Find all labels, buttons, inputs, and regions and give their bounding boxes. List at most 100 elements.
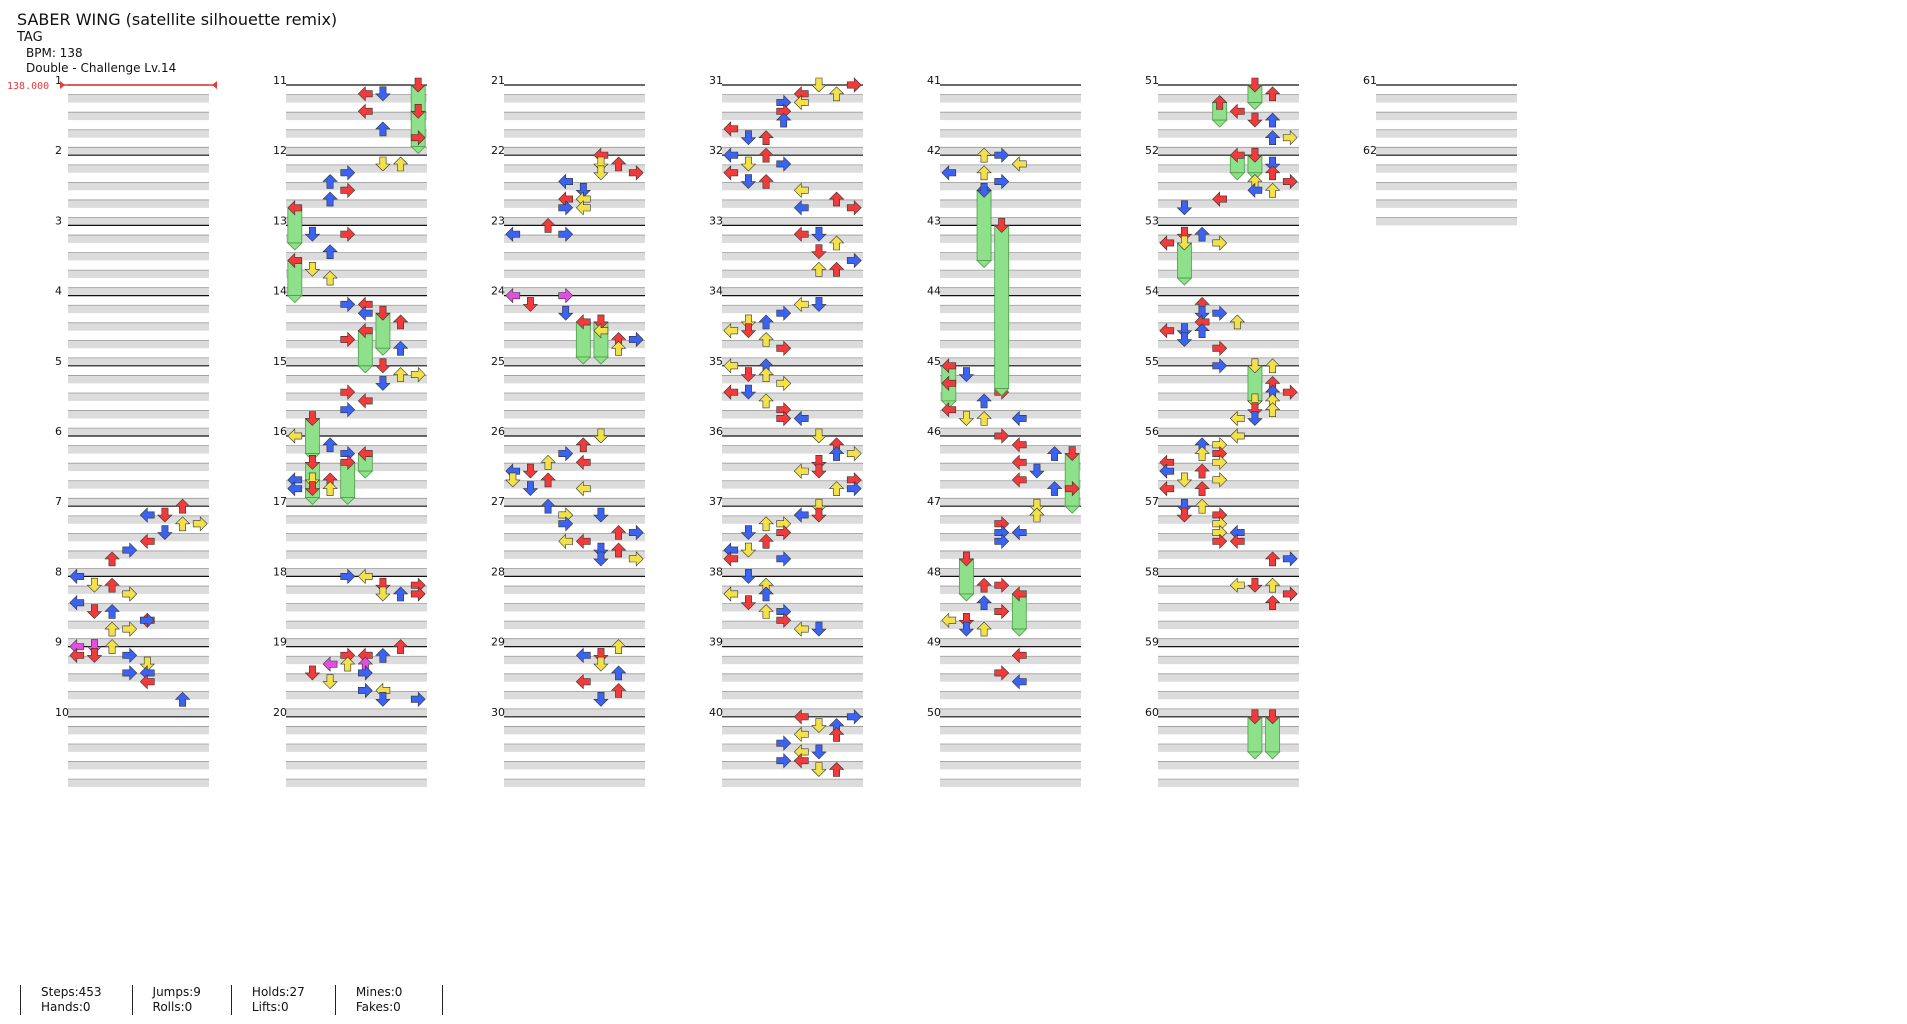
measure-number: 20 [273,706,287,719]
beat-band [1158,94,1299,103]
right-arrow-icon [776,375,792,392]
hold-body-tail [1246,751,1263,760]
beat-band [504,287,645,296]
down-arrow-icon [958,411,975,426]
down-arrow-icon [375,586,391,602]
down-arrow-icon [811,77,827,93]
right-arrow-icon [1282,586,1298,602]
measure-number: 52 [1145,144,1159,157]
beat-band [940,340,1081,349]
measure-number: 11 [273,74,287,87]
stat-rolls: Rolls:0 [152,1000,193,1014]
down-arrow-icon [740,367,757,383]
right-arrow-icon [340,182,356,199]
up-arrow-icon [828,446,845,461]
beat-band [1158,586,1299,594]
down-arrow-icon [557,305,574,321]
up-arrow-icon [174,516,191,532]
hold-body-tail [592,356,609,365]
beat-band [504,428,645,436]
beat-band [1158,270,1299,279]
down-arrow-icon [811,507,827,523]
up-arrow-icon [1194,481,1210,496]
beat-band [286,779,427,787]
measure-number: 39 [709,636,723,649]
stat-mines: Mines:0 [355,985,403,999]
measure-number: 48 [927,565,941,578]
beat-band [286,217,427,226]
down-arrow-icon [1176,507,1193,523]
beat-band [504,445,645,454]
beat-band [286,708,427,717]
measure-number: 54 [1145,285,1159,298]
up-arrow-icon [1194,498,1210,514]
measure-number: 31 [709,74,723,87]
beat-band [286,568,427,577]
down-arrow-icon [304,455,321,470]
left-arrow-icon [69,647,85,664]
hold-body-tail [1246,102,1263,111]
measure-39: 39 [709,636,863,717]
right-arrow-icon [410,129,426,146]
left-arrow-icon [723,384,739,400]
beat-band [504,708,645,717]
beat-band [286,322,427,331]
beat-band [68,621,209,630]
hold-body [976,189,992,261]
down-arrow-icon [740,542,757,558]
beat-band [722,656,863,665]
up-arrow-icon [758,130,774,145]
beat-band [504,726,645,735]
down-arrow-icon [811,762,827,777]
beat-band [722,217,863,226]
beat-band [940,129,1081,138]
left-arrow-icon [1159,480,1175,497]
left-arrow-icon [793,726,809,743]
down-arrow-icon [304,665,321,681]
beat-band [722,533,863,542]
beat-band [286,340,427,349]
beat-band [286,744,427,752]
hold-body-tail [1211,119,1228,128]
beat-band [940,779,1081,787]
beat-band [722,691,863,700]
left-arrow-icon [139,533,155,550]
beat-band [68,656,209,665]
measure-20: 20 [273,706,427,787]
beat-band [286,357,427,366]
down-arrow-icon [375,358,391,374]
beat-band [940,322,1081,331]
measure-number: 41 [927,74,941,87]
up-arrow-icon [1264,402,1281,417]
right-arrow-icon [846,709,862,725]
left-arrow-icon [723,586,739,602]
beat-band [1158,463,1299,472]
left-arrow-icon [723,165,739,181]
down-arrow-icon [1247,147,1263,163]
beat-band [940,445,1081,454]
beat-band [504,322,645,331]
up-arrow-icon [1264,165,1281,181]
left-arrow-icon [575,200,591,216]
left-arrow-icon [357,568,373,585]
right-arrow-icon [1212,235,1228,251]
beat-band [1158,305,1299,314]
measure-number: 57 [1145,495,1159,508]
measure-34: 34 [709,285,863,366]
right-arrow-icon [122,542,138,558]
right-arrow-icon [558,287,574,304]
down-arrow-icon [375,305,391,321]
down-arrow-icon [522,481,539,497]
beat-band [68,761,209,770]
right-arrow-icon [122,647,138,664]
beat-band [286,656,427,665]
right-arrow-icon [410,366,426,383]
left-arrow-icon [941,375,957,392]
up-arrow-icon [976,393,992,409]
left-arrow-icon [1011,647,1027,664]
hold-body [1064,453,1080,507]
beat-band [940,235,1081,243]
measure-number: 6 [55,425,62,438]
measure-number: 9 [55,636,62,649]
beat-band [940,199,1081,208]
